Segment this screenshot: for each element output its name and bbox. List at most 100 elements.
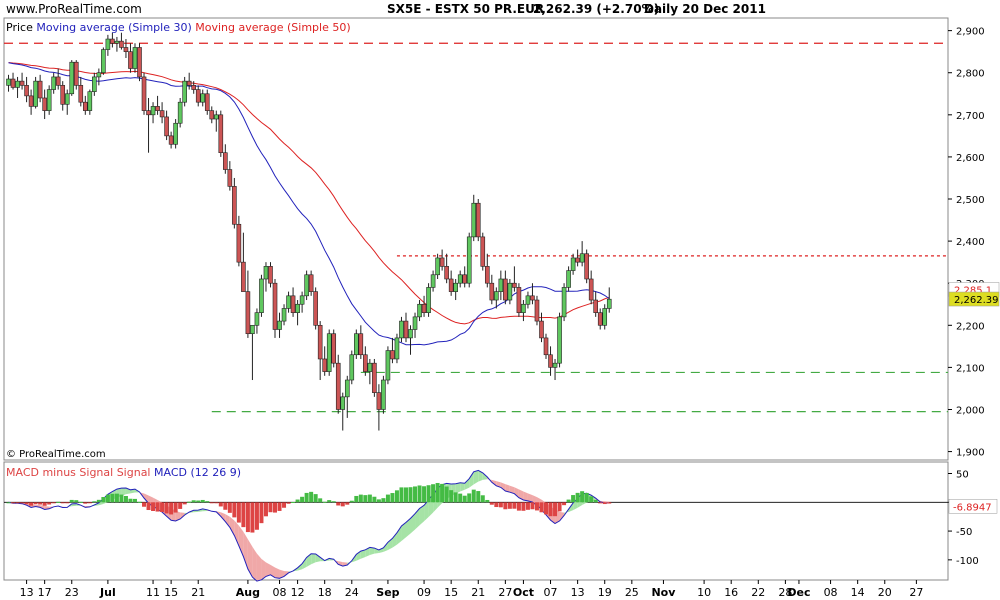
price-y-tick-label: 2,200	[956, 321, 985, 332]
macd-histogram-bar	[259, 502, 264, 524]
candle-body	[141, 76, 147, 111]
macd-histogram-bar	[286, 502, 291, 504]
candle-body	[96, 72, 102, 78]
macd-histogram-bar	[525, 502, 530, 510]
macd-histogram-bar	[110, 493, 115, 503]
macd-histogram-bar	[435, 482, 440, 503]
macd-histogram-bar	[431, 484, 436, 503]
macd-signal-fill	[360, 549, 366, 559]
x-day-label: 16	[724, 586, 738, 599]
macd-signal-fill	[247, 539, 253, 578]
macd-histogram-bar	[309, 491, 314, 503]
candle-body	[606, 298, 612, 309]
candle-body	[588, 278, 594, 301]
macd-signal-fill	[514, 487, 519, 498]
price-y-tick-label: 1,900	[956, 448, 985, 459]
macd-histogram-bar	[96, 499, 101, 503]
x-day-label: 13	[571, 586, 585, 599]
macd-histogram-bar	[187, 501, 192, 503]
candle-body	[60, 85, 66, 105]
legend-macd-line: MACD (12 26 9)	[154, 466, 242, 479]
macd-histogram-bar	[598, 502, 603, 504]
macd-histogram-bar	[449, 490, 454, 503]
candle-body	[10, 78, 16, 88]
candle-body	[358, 333, 364, 356]
macd-histogram-bar	[169, 502, 174, 515]
macd-histogram-bar	[584, 492, 589, 503]
price-legend: Price Moving average (Simple 30) Moving …	[6, 21, 351, 34]
macd-signal-fill	[469, 471, 474, 488]
candle-body	[19, 80, 25, 86]
candle-body	[317, 324, 323, 360]
candle-body	[462, 274, 468, 284]
candle-body	[24, 85, 29, 97]
candle-body	[105, 38, 111, 50]
candle-body	[313, 291, 318, 326]
candle-body	[489, 282, 495, 301]
candle-body	[186, 80, 192, 86]
price-y-tick-label: 2,100	[956, 363, 985, 374]
macd-histogram-bar	[218, 502, 223, 507]
candle-body	[575, 257, 580, 263]
macd-signal-fill	[482, 472, 488, 480]
macd-histogram-bar	[471, 489, 476, 503]
x-day-label: 15	[164, 586, 178, 599]
candle-body	[204, 93, 210, 111]
macd-histogram-bar	[227, 502, 232, 513]
x-day-label: 19	[598, 586, 612, 599]
candle-body	[354, 333, 359, 356]
macd-histogram-bar	[304, 492, 309, 503]
candle-body	[417, 303, 422, 318]
macd-histogram-bar	[336, 502, 341, 506]
candle-body	[290, 295, 296, 313]
macd-histogram-bar	[51, 502, 56, 504]
macd-histogram-bar	[282, 502, 287, 508]
candle-body	[69, 61, 75, 95]
candle-body	[570, 257, 576, 271]
candle-body	[322, 358, 327, 372]
macd-histogram-bar	[69, 499, 74, 503]
candle-body	[295, 303, 300, 313]
candle-body	[159, 110, 165, 118]
candle-body	[480, 236, 486, 267]
macd-histogram-bar	[142, 502, 147, 507]
macd-signal-fill	[464, 478, 470, 490]
macd-histogram-bar	[277, 502, 282, 511]
macd-signal-fill	[378, 547, 384, 553]
candle-body	[277, 320, 282, 330]
candle-body	[87, 91, 93, 111]
x-day-label: 25	[625, 586, 639, 599]
macd-signal-fill	[265, 562, 271, 577]
x-month-label: Jul	[99, 586, 116, 599]
macd-signal-fill	[523, 491, 528, 501]
candle-body	[272, 282, 278, 330]
macd-histogram-bar	[164, 502, 169, 514]
candle-body	[376, 392, 382, 410]
x-day-label: 10	[697, 586, 711, 599]
site-url[interactable]: www.ProRealTime.com	[6, 2, 142, 16]
candle-body	[453, 282, 458, 292]
candle-body	[123, 47, 129, 52]
macd-histogram-bar	[146, 502, 151, 511]
candle-body	[177, 101, 183, 124]
macd-histogram-bar	[557, 502, 562, 512]
macd-signal-fill	[415, 508, 420, 530]
macd-histogram-bar	[485, 499, 490, 503]
candle-body	[512, 282, 517, 288]
candle-body	[539, 320, 544, 339]
macd-y-tick-label: -100	[956, 556, 979, 567]
x-day-label: 14	[851, 586, 865, 599]
candle-body	[15, 80, 20, 88]
candle-body	[92, 76, 97, 92]
candle-body	[281, 308, 287, 322]
candle-body	[521, 303, 526, 313]
candle-body	[114, 40, 120, 44]
candle-body	[286, 295, 291, 309]
macd-histogram-bar	[56, 501, 61, 503]
candle-body	[6, 78, 11, 86]
candle-body	[566, 270, 571, 288]
candle-body	[408, 329, 413, 339]
macd-signal-fill	[410, 513, 416, 534]
candle-body	[448, 278, 454, 292]
macd-signal-fill	[473, 470, 479, 485]
